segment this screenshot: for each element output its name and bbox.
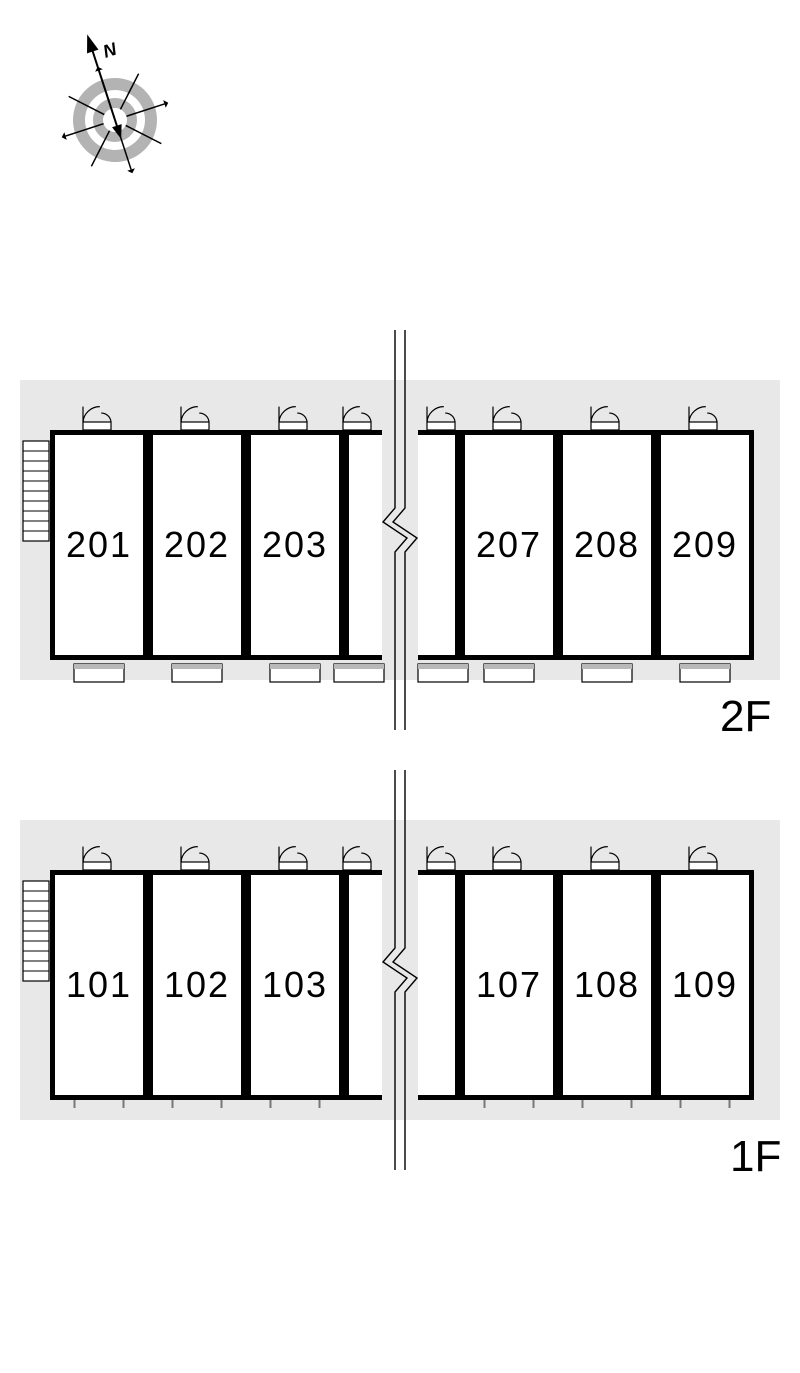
unit-label-108: 108 (574, 964, 640, 1006)
section-break-icon (370, 770, 430, 1170)
door-icon (683, 846, 727, 874)
door-icon (77, 846, 121, 874)
unit-103: 103 (246, 870, 344, 1100)
sill-mark (558, 1100, 656, 1110)
unit-107: 107 (460, 870, 558, 1100)
floor-label-1f: 1F (730, 1132, 781, 1182)
door-icon (175, 846, 219, 874)
unit-label-209: 209 (672, 524, 738, 566)
balcony-icon (72, 662, 126, 684)
door-icon (585, 406, 629, 434)
unit-101: 101 (50, 870, 148, 1100)
unit-208: 208 (558, 430, 656, 660)
unit-label-202: 202 (164, 524, 230, 566)
unit-202: 202 (148, 430, 246, 660)
unit-label-203: 203 (262, 524, 328, 566)
unit-label-207: 207 (476, 524, 542, 566)
balcony-icon (170, 662, 224, 684)
compass-icon: N (35, 25, 195, 185)
sill-mark (460, 1100, 558, 1110)
unit-108: 108 (558, 870, 656, 1100)
stairs-icon (22, 440, 50, 542)
sill-mark (148, 1100, 246, 1110)
floor-label-2f: 2F (720, 692, 771, 742)
door-icon (273, 846, 317, 874)
unit-201: 201 (50, 430, 148, 660)
section-break-icon (370, 330, 430, 730)
unit-label-201: 201 (66, 524, 132, 566)
balcony-icon (678, 662, 732, 684)
balcony-icon (580, 662, 634, 684)
unit-label-109: 109 (672, 964, 738, 1006)
unit-label-102: 102 (164, 964, 230, 1006)
door-icon (175, 406, 219, 434)
unit-209: 209 (656, 430, 754, 660)
door-icon (77, 406, 121, 434)
unit-label-107: 107 (476, 964, 542, 1006)
unit-102: 102 (148, 870, 246, 1100)
balcony-icon (268, 662, 322, 684)
sill-mark (656, 1100, 754, 1110)
door-icon (683, 406, 727, 434)
stairs-icon (22, 880, 50, 982)
compass-north-label: N (100, 38, 119, 61)
unit-207: 207 (460, 430, 558, 660)
unit-203: 203 (246, 430, 344, 660)
unit-label-101: 101 (66, 964, 132, 1006)
sill-mark (246, 1100, 344, 1110)
door-icon (487, 846, 531, 874)
unit-label-103: 103 (262, 964, 328, 1006)
door-icon (487, 406, 531, 434)
unit-109: 109 (656, 870, 754, 1100)
door-icon (273, 406, 317, 434)
balcony-icon (482, 662, 536, 684)
sill-mark (50, 1100, 148, 1110)
unit-label-208: 208 (574, 524, 640, 566)
door-icon (585, 846, 629, 874)
